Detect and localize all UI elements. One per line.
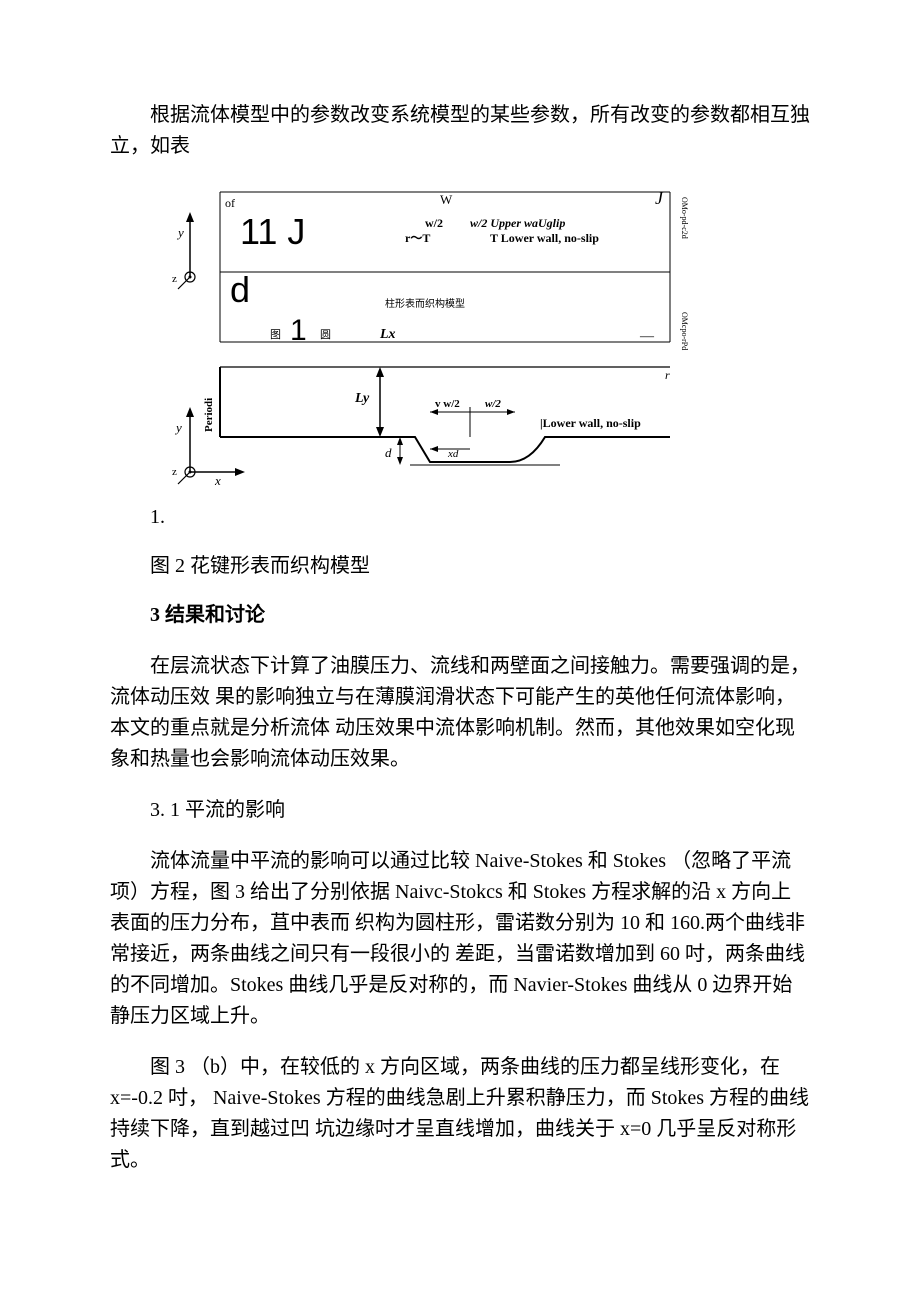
- label-lowerwall-top: T Lower wall, no-slip: [490, 231, 599, 245]
- label-lowerwall-bot: |Lower wall, no-slip: [540, 416, 641, 430]
- label-xd: xd: [447, 448, 459, 460]
- label-tu: 图: [270, 328, 281, 341]
- paragraph-3: 3. 1 平流的影响: [110, 795, 810, 826]
- label-w2a-bot: v w/2: [435, 398, 460, 410]
- label-dash: —: [639, 329, 655, 344]
- label-zhuxing: 柱形表而织构模型: [385, 297, 465, 310]
- top-diagram: y z of W J 11 J w/2 w/2 Upper waUglip r～…: [172, 188, 689, 350]
- paragraph-intro: 根据流体模型中的参数改变系统模型的某些参数，所有改变的参数都相互独立，如表: [110, 100, 810, 162]
- label-J: J: [655, 188, 664, 208]
- figure-caption-1b: 图 2 花键形表而织构模型: [110, 551, 810, 582]
- label-rT: r～T: [405, 231, 430, 245]
- paragraph-5: 图 3 （b）中，在较低的 x 方向区域，两条曲线的压力都呈线形变化，在 x=-…: [110, 1052, 810, 1176]
- label-yuan: 圆: [320, 328, 331, 341]
- label-Lx: Lx: [379, 327, 396, 342]
- z-axis-label-bot: z: [172, 466, 177, 478]
- y-axis-label-top: y: [176, 225, 184, 240]
- figure-block: y z of W J 11 J w/2 w/2 Upper waUglip r～…: [170, 182, 810, 492]
- label-w2b-top: w/2 Upper waUglip: [470, 216, 565, 230]
- label-periodi: Periodi: [203, 398, 215, 432]
- bottom-diagram: Periodi Ly v w/2 w/2 |Lower wall,: [172, 367, 670, 488]
- right-text-top: OMo-pd-c2d: [680, 197, 689, 239]
- label-w2b-bot: w/2: [485, 398, 501, 410]
- label-d-bot: d: [385, 445, 392, 460]
- z-axis-label-top: z: [172, 273, 177, 285]
- label-d-top: d: [230, 269, 250, 310]
- label-Ly: Ly: [354, 391, 370, 406]
- y-axis-label-bot: y: [174, 420, 182, 435]
- label-r-bot: r: [665, 368, 670, 382]
- x-axis-label-bot: x: [214, 473, 221, 488]
- figure-svg: y z of W J 11 J w/2 w/2 Upper waUglip r～…: [170, 182, 710, 492]
- right-text-top2: OMcpo-rPd: [680, 312, 689, 350]
- label-w2a-top: w/2: [425, 216, 443, 230]
- document-page: 根据流体模型中的参数改变系统模型的某些参数，所有改变的参数都相互独立，如表 y …: [0, 0, 920, 1256]
- label-W: W: [440, 192, 453, 207]
- paragraph-4: 流体流量中平流的影响可以通过比较 Naive-Stokes 和 Stokes （…: [110, 846, 810, 1032]
- figure-caption-1a: 1.: [110, 502, 810, 533]
- label-11J: 11 J: [240, 211, 305, 252]
- paragraph-2: 在层流状态下计算了油膜压力、流线和两壁面之间接触力。需要强调的是，流体动压效 果…: [110, 651, 810, 775]
- label-one: 1: [290, 314, 307, 347]
- heading-3: 3 结果和讨论: [110, 600, 810, 631]
- label-of: of: [225, 196, 235, 210]
